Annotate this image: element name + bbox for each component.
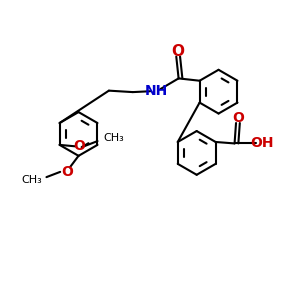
Text: O: O — [73, 139, 85, 153]
Text: NH: NH — [145, 84, 168, 98]
Text: OH: OH — [250, 136, 274, 150]
Text: O: O — [61, 166, 73, 179]
Text: CH₃: CH₃ — [103, 133, 124, 143]
Text: O: O — [232, 111, 244, 125]
Text: CH₃: CH₃ — [21, 175, 42, 185]
Text: O: O — [171, 44, 184, 59]
